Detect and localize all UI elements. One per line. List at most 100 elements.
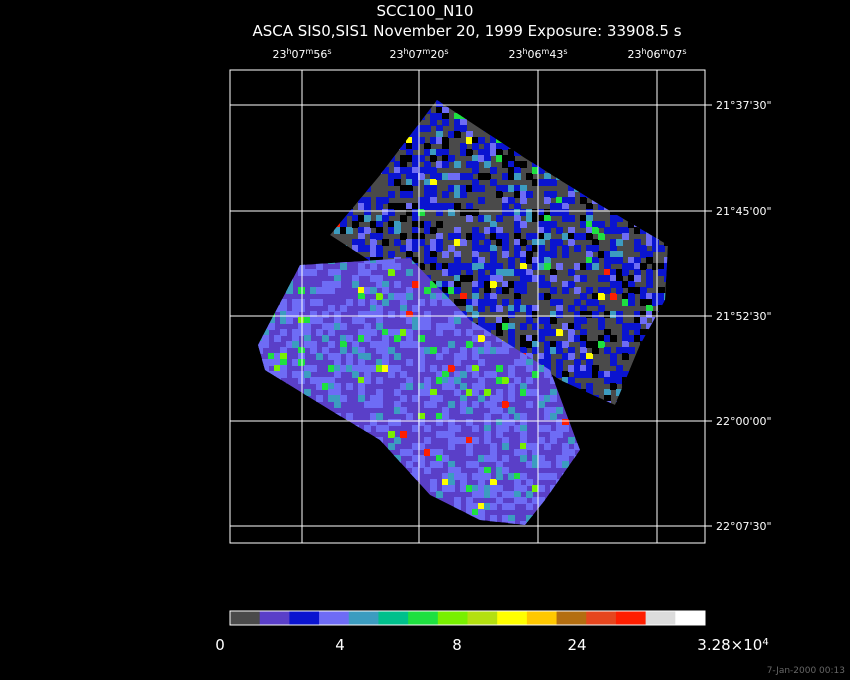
sky-pixel: [610, 107, 617, 114]
sky-pixel: [412, 509, 419, 516]
sky-pixel: [556, 299, 563, 306]
sky-pixel: [304, 173, 311, 180]
sky-pixel: [424, 245, 431, 252]
sky-pixel: [412, 395, 419, 402]
sky-pixel: [292, 137, 299, 144]
sky-pixel: [628, 443, 635, 450]
sky-pixel: [646, 239, 653, 246]
sky-pixel: [610, 311, 617, 318]
sky-pixel: [400, 395, 407, 402]
sky-pixel: [382, 521, 389, 525]
sky-pixel: [400, 95, 407, 102]
sky-pixel: [370, 299, 377, 306]
sky-pixel: [466, 137, 473, 144]
sky-pixel: [622, 497, 629, 504]
sky-pixel: [556, 527, 563, 534]
sky-pixel: [508, 527, 515, 534]
sky-pixel: [472, 521, 479, 525]
sky-pixel: [634, 209, 641, 216]
sky-pixel: [328, 258, 335, 264]
sky-pixel: [502, 239, 509, 246]
sky-pixel: [400, 479, 407, 486]
sky-pixel: [328, 509, 335, 516]
sky-pixel: [664, 149, 671, 156]
sky-pixel: [436, 419, 443, 426]
sky-pixel: [592, 449, 599, 456]
sky-pixel: [388, 509, 395, 516]
sky-pixel: [646, 281, 653, 288]
sky-pixel: [304, 161, 311, 168]
sky-pixel: [562, 515, 569, 522]
sky-pixel: [334, 365, 341, 372]
sky-pixel: [460, 185, 467, 192]
sky-pixel: [574, 143, 581, 150]
sky-pixel: [286, 119, 293, 126]
sky-pixel: [400, 407, 407, 414]
sky-pixel: [478, 215, 485, 222]
sky-pixel: [454, 371, 461, 378]
sky-pixel: [280, 455, 287, 462]
sky-pixel: [304, 425, 311, 432]
sky-pixel: [346, 209, 353, 216]
sky-pixel: [586, 221, 593, 228]
sky-pixel: [628, 215, 635, 222]
sky-pixel: [538, 425, 545, 432]
sky-pixel: [568, 383, 575, 390]
sky-pixel: [538, 125, 545, 132]
sky-pixel: [292, 119, 299, 126]
sky-pixel: [268, 209, 275, 216]
sky-pixel: [640, 287, 647, 294]
sky-pixel: [634, 125, 641, 132]
sky-pixel: [532, 215, 539, 222]
sky-pixel: [328, 341, 335, 348]
sky-pixel: [466, 461, 473, 468]
sky-pixel: [562, 497, 569, 504]
sky-pixel: [388, 443, 395, 450]
sky-pixel: [394, 515, 401, 522]
sky-pixel: [418, 173, 425, 180]
sky-pixel: [334, 371, 341, 378]
sky-pixel: [658, 245, 665, 252]
sky-pixel: [670, 125, 677, 132]
sky-pixel: [346, 299, 353, 306]
sky-pixel: [316, 203, 323, 210]
sky-pixel: [604, 179, 611, 186]
sky-pixel: [598, 167, 605, 174]
sky-pixel: [364, 119, 371, 126]
sky-pixel: [268, 311, 275, 318]
sky-pixel: [568, 197, 575, 204]
sky-pixel: [400, 137, 407, 144]
sky-pixel: [286, 107, 293, 114]
sky-pixel: [262, 293, 269, 300]
sky-pixel: [388, 479, 395, 486]
sky-pixel: [508, 269, 515, 276]
sky-pixel: [268, 323, 275, 330]
sky-pixel: [496, 131, 503, 138]
sky-pixel: [634, 257, 641, 264]
sky-pixel: [640, 437, 647, 444]
sky-pixel: [544, 503, 551, 510]
sky-pixel: [262, 131, 269, 138]
sky-pixel: [328, 239, 335, 246]
sky-pixel: [412, 317, 419, 324]
sky-pixel: [460, 293, 467, 300]
sky-pixel: [472, 227, 479, 234]
sky-pixel: [628, 197, 635, 204]
sky-pixel: [604, 335, 611, 342]
sky-pixel: [364, 377, 371, 384]
sky-pixel: [508, 131, 515, 138]
sky-pixel: [250, 305, 257, 312]
sky-pixel: [328, 353, 335, 360]
sky-pixel: [574, 137, 581, 144]
sky-pixel: [274, 431, 281, 438]
sky-pixel: [532, 167, 539, 174]
sky-pixel: [304, 203, 311, 210]
sky-pixel: [454, 203, 461, 210]
sky-pixel: [418, 347, 425, 354]
sky-pixel: [340, 425, 347, 432]
sky-pixel: [292, 113, 299, 120]
sky-pixel: [520, 305, 527, 312]
sky-pixel: [388, 113, 395, 120]
sky-pixel: [580, 311, 587, 318]
sky-pixel: [352, 185, 359, 192]
